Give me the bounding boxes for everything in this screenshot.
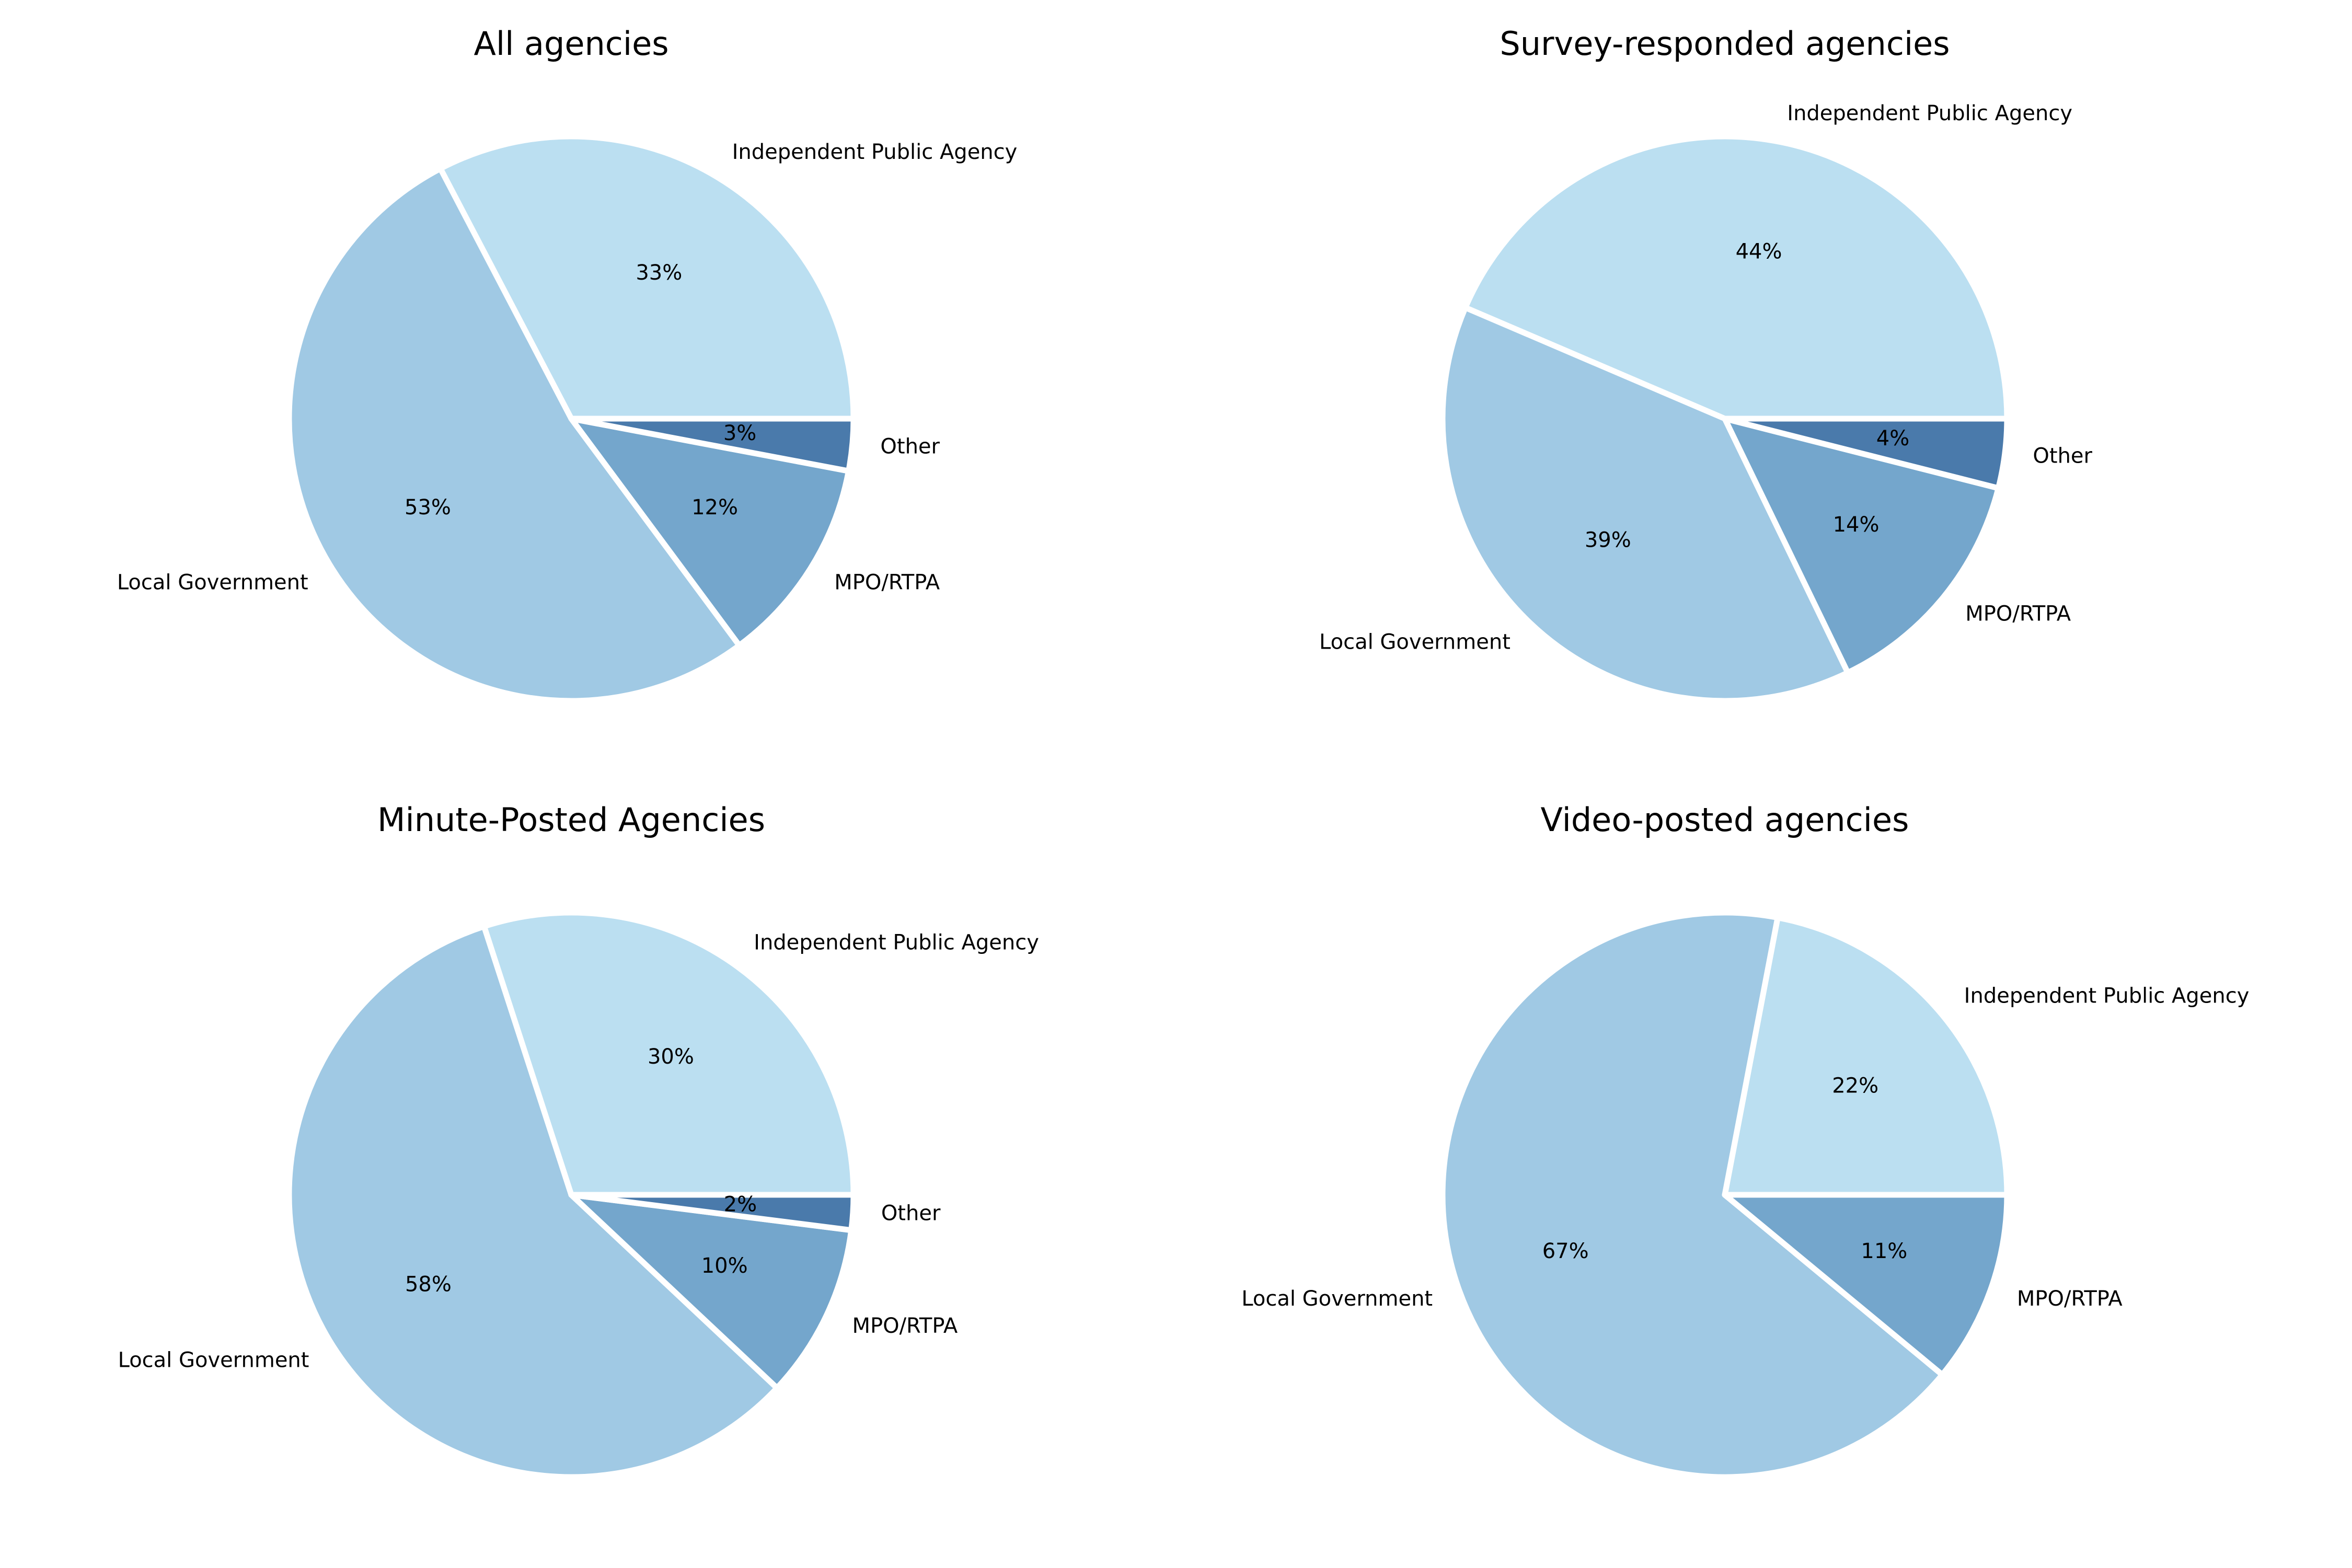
slice-percent-local-government: 58% bbox=[405, 1273, 452, 1297]
pie-chart-all-agencies: All agencies Independent Public Agency 33%… bbox=[117, 25, 1018, 704]
pie-slice-local-government bbox=[1439, 909, 1945, 1480]
slice-label-independent-public-agency: Independent Public Agency bbox=[1787, 101, 2072, 125]
slice-label-local-government: Local Government bbox=[1319, 630, 1511, 654]
slice-percent-other: 4% bbox=[1876, 426, 1909, 451]
slice-label-other: Other bbox=[880, 434, 940, 458]
chart-title: All agencies bbox=[474, 25, 668, 63]
slice-percent-independent-public-agency: 30% bbox=[648, 1045, 694, 1069]
pie-chart-video-posted-agencies: Video-posted agencies Independent Public … bbox=[1241, 801, 2250, 1480]
pie-slice-local-government bbox=[1439, 305, 1851, 704]
slice-label-other: Other bbox=[881, 1201, 941, 1225]
slice-percent-other: 2% bbox=[724, 1192, 757, 1216]
slice-percent-mpo-rtpa: 12% bbox=[691, 495, 738, 520]
slice-label-mpo-rtpa: MPO/RTPA bbox=[1965, 602, 2071, 626]
slice-label-mpo-rtpa: MPO/RTPA bbox=[834, 570, 940, 594]
slice-label-local-government: Local Government bbox=[118, 1348, 309, 1372]
pie-slice-mpo-rtpa bbox=[568, 416, 852, 649]
slice-percent-mpo-rtpa: 14% bbox=[1833, 513, 1880, 537]
slice-percent-local-government: 67% bbox=[1542, 1239, 1589, 1263]
slice-label-mpo-rtpa: MPO/RTPA bbox=[852, 1314, 958, 1338]
slice-percent-mpo-rtpa: 11% bbox=[1861, 1239, 1907, 1263]
slice-label-independent-public-agency: Independent Public Agency bbox=[1964, 984, 2250, 1008]
pie-slice-other bbox=[568, 416, 857, 474]
slice-label-independent-public-agency: Independent Public Agency bbox=[754, 930, 1039, 954]
slice-percent-independent-public-agency: 44% bbox=[1736, 240, 1782, 264]
chart-title: Minute-Posted Agencies bbox=[377, 801, 765, 839]
pie-slice-mpo-rtpa bbox=[1722, 1192, 2010, 1378]
chart-title: Video-posted agencies bbox=[1541, 801, 1909, 839]
pie-slice-independent-public-agency bbox=[437, 133, 857, 422]
pie-slice-independent-public-agency bbox=[481, 909, 857, 1198]
pie-chart-survey-responded-agencies: Survey-responded agencies Independent Pub… bbox=[1319, 25, 2093, 704]
slice-label-other: Other bbox=[2033, 444, 2092, 468]
slice-percent-mpo-rtpa: 10% bbox=[701, 1254, 748, 1278]
slice-percent-local-government: 39% bbox=[1585, 528, 1631, 552]
pie-slice-independent-public-agency bbox=[1722, 915, 2010, 1198]
slice-percent-local-government: 53% bbox=[405, 495, 451, 520]
pie-slice-mpo-rtpa bbox=[568, 1192, 855, 1391]
pie-slice-local-government bbox=[286, 923, 780, 1480]
slice-label-local-government: Local Government bbox=[1241, 1287, 1433, 1311]
slice-percent-independent-public-agency: 33% bbox=[636, 261, 682, 285]
pie-slice-other bbox=[1722, 416, 2010, 491]
slice-label-independent-public-agency: Independent Public Agency bbox=[732, 140, 1018, 164]
pie-slice-mpo-rtpa bbox=[1722, 416, 2001, 676]
slice-percent-other: 3% bbox=[723, 421, 756, 445]
chart-title: Survey-responded agencies bbox=[1500, 25, 1950, 63]
pie-slice-other bbox=[568, 1192, 857, 1233]
slice-label-local-government: Local Government bbox=[117, 570, 308, 594]
slice-label-mpo-rtpa: MPO/RTPA bbox=[2017, 1287, 2123, 1311]
pie-chart-minute-posted-agencies: Minute-Posted Agencies Independent Public… bbox=[118, 801, 1039, 1480]
pie-slice-local-government bbox=[286, 166, 742, 704]
pie-slice-independent-public-agency bbox=[1462, 133, 2010, 422]
slice-percent-independent-public-agency: 22% bbox=[1832, 1074, 1878, 1098]
